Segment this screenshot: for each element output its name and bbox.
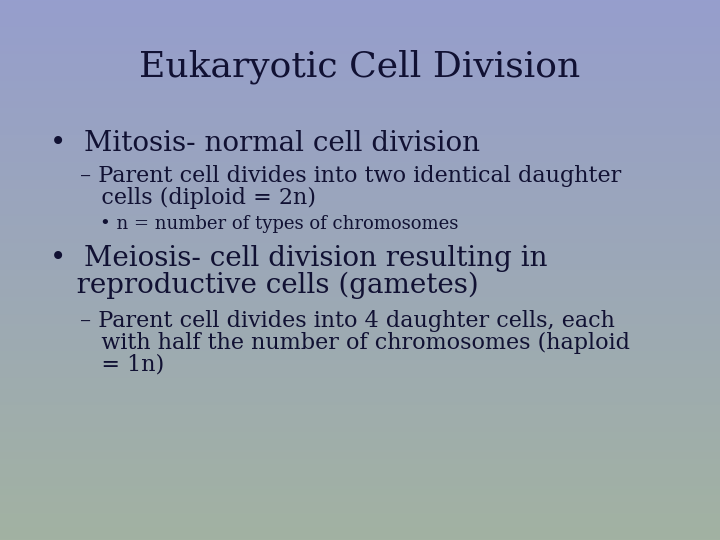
- Text: •  Mitosis- normal cell division: • Mitosis- normal cell division: [50, 130, 480, 157]
- Text: – Parent cell divides into two identical daughter: – Parent cell divides into two identical…: [80, 165, 621, 187]
- Text: •  Meiosis- cell division resulting in: • Meiosis- cell division resulting in: [50, 245, 547, 272]
- Text: – Parent cell divides into 4 daughter cells, each: – Parent cell divides into 4 daughter ce…: [80, 310, 615, 332]
- Text: cells (diploid = 2n): cells (diploid = 2n): [80, 187, 316, 209]
- Text: with half the number of chromosomes (haploid: with half the number of chromosomes (hap…: [80, 332, 630, 354]
- Text: Eukaryotic Cell Division: Eukaryotic Cell Division: [140, 50, 580, 84]
- Text: reproductive cells (gametes): reproductive cells (gametes): [50, 272, 479, 299]
- Text: • n = number of types of chromosomes: • n = number of types of chromosomes: [100, 215, 459, 233]
- Text: = 1n): = 1n): [80, 354, 164, 376]
